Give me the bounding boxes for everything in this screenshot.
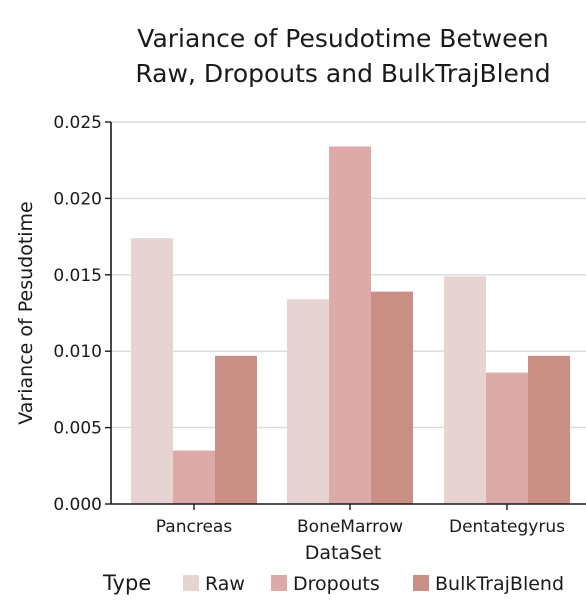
legend: Type Raw Dropouts BulkTrajBlend [102, 571, 564, 595]
bar-bulktrajblend-bonemarrow [371, 291, 413, 504]
bar-dropouts-pancreas [173, 450, 215, 504]
chart-title-line-2: Raw, Dropouts and BulkTrajBlend [135, 59, 550, 88]
x-tick-label: Dentategyrus [449, 517, 565, 537]
bar-raw-pancreas [131, 238, 173, 505]
bars [131, 146, 570, 505]
bar-bulktrajblend-dentategyrus [528, 355, 570, 504]
y-tick-label: 0.010 [53, 342, 102, 362]
y-tick-label: 0.020 [53, 189, 102, 209]
legend-label-dropouts: Dropouts [293, 573, 380, 595]
x-tick-label: BoneMarrow [297, 517, 403, 537]
y-axis-label: Variance of Pesudotime [15, 201, 37, 425]
bar-bulktrajblend-pancreas [215, 355, 257, 504]
bar-raw-bonemarrow [287, 299, 329, 504]
legend-swatch-raw [183, 575, 199, 591]
legend-swatch-bulktrajblend [413, 575, 429, 591]
axes: 0.000 0.005 0.010 0.015 0.020 0.025 Pancreas Bo… [53, 113, 586, 537]
x-tick-label: Pancreas [156, 517, 233, 537]
bar-dropouts-dentategyrus [486, 372, 528, 504]
y-tick-label: 0.025 [53, 113, 102, 133]
legend-title: Type [102, 571, 151, 595]
x-axis-label: DataSet [305, 542, 382, 564]
y-tick-label: 0.015 [53, 266, 102, 286]
y-tick-label: 0.000 [53, 495, 102, 515]
bar-dropouts-bonemarrow [329, 146, 371, 504]
bar-raw-dentategyrus [444, 276, 486, 504]
chart-title-line-1: Variance of Pesudotime Between [137, 24, 548, 53]
legend-label-raw: Raw [205, 573, 245, 595]
legend-label-bulktrajblend: BulkTrajBlend [435, 573, 564, 595]
legend-swatch-dropouts [271, 575, 287, 591]
y-tick-label: 0.005 [53, 419, 102, 439]
